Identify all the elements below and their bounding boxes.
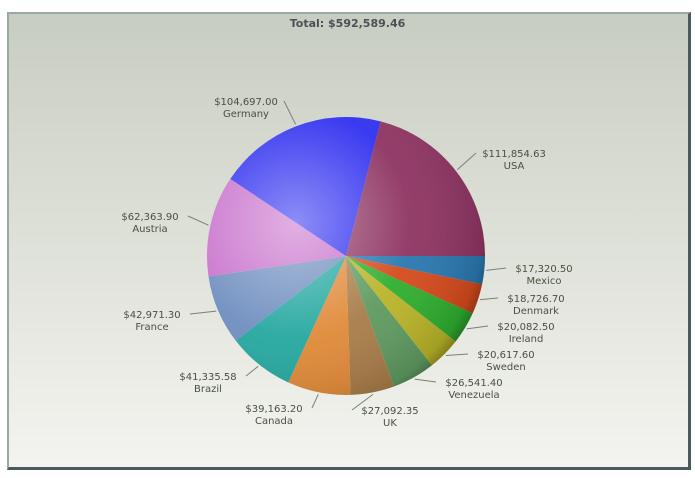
data-label-value: $42,971.30 (123, 310, 180, 321)
data-label-value: $17,320.50 (515, 264, 572, 275)
data-label-category: Brazil (194, 384, 222, 395)
data-label-value: $62,363.90 (121, 212, 178, 223)
leader-line-denmark (480, 297, 499, 301)
data-label-value: $111,854.63 (482, 149, 546, 160)
data-label-value: $26,541.40 (445, 378, 502, 389)
data-label-category: Germany (223, 109, 269, 120)
data-label-value: $20,082.50 (497, 322, 554, 333)
data-label-category: Canada (255, 416, 293, 427)
leader-line-sweden (445, 353, 469, 356)
leader-line-germany (283, 100, 297, 125)
leader-line-venezuela (414, 378, 437, 383)
data-label-category: USA (504, 161, 525, 172)
leader-line-uk (351, 393, 374, 411)
data-label-category: Venezuela (448, 390, 499, 401)
data-label-value: $18,726.70 (507, 294, 564, 305)
leader-line-austria (187, 215, 209, 226)
leader-line-ireland (466, 325, 489, 330)
data-label-category: Austria (132, 224, 167, 235)
data-label-category: Mexico (527, 276, 562, 287)
leader-line-canada (311, 394, 319, 409)
data-label-value: $39,163.20 (245, 404, 302, 415)
leader-line-brazil (245, 365, 259, 377)
data-label-category: Sweden (486, 362, 526, 373)
data-label-category: France (135, 322, 168, 333)
data-label-value: $104,697.00 (214, 97, 278, 108)
leader-line-mexico (486, 267, 507, 271)
data-label-category: UK (383, 418, 397, 429)
leader-line-usa (457, 152, 477, 170)
leader-line-france (189, 310, 217, 315)
leader-lines (187, 100, 507, 411)
data-label-category: Ireland (509, 334, 544, 345)
chart-title: Total: $592,589.46 (289, 17, 406, 30)
pie-shading (207, 117, 485, 395)
data-label-category: Denmark (513, 306, 559, 317)
data-label-value: $20,617.60 (477, 350, 534, 361)
data-label-value: $41,335.58 (179, 372, 236, 383)
data-label-value: $27,092.35 (361, 406, 418, 417)
